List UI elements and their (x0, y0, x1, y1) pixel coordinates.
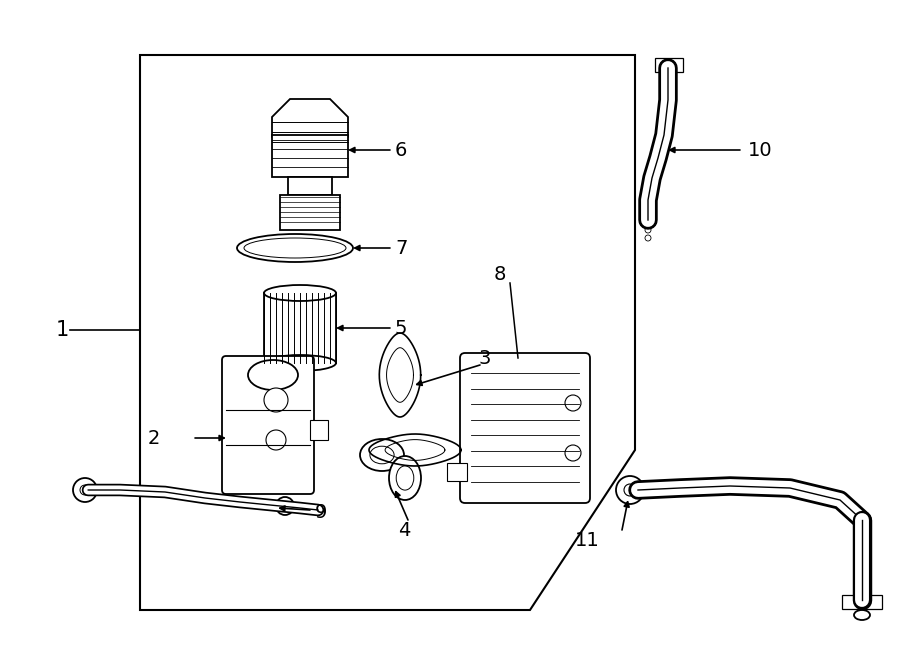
Circle shape (80, 485, 90, 495)
Polygon shape (272, 99, 348, 155)
Bar (655, 58, 683, 72)
Bar (288, 177, 332, 195)
Circle shape (266, 430, 286, 450)
Circle shape (645, 235, 651, 241)
Bar (842, 595, 882, 609)
Ellipse shape (264, 355, 336, 371)
Ellipse shape (640, 217, 656, 227)
Ellipse shape (248, 360, 298, 390)
Text: 4: 4 (398, 520, 410, 539)
Circle shape (565, 395, 581, 411)
Text: 8: 8 (494, 266, 506, 284)
Circle shape (264, 388, 288, 412)
Text: 2: 2 (148, 428, 160, 447)
Circle shape (645, 227, 651, 233)
Bar (310, 420, 328, 440)
Polygon shape (379, 333, 420, 417)
Circle shape (276, 497, 294, 515)
Circle shape (624, 484, 636, 496)
Text: 3: 3 (479, 348, 491, 368)
Ellipse shape (237, 234, 353, 262)
FancyBboxPatch shape (460, 353, 590, 503)
Text: 5: 5 (395, 319, 408, 338)
Ellipse shape (854, 610, 870, 620)
Bar (272, 135, 348, 177)
Bar (447, 463, 467, 481)
Text: 11: 11 (575, 531, 600, 549)
Ellipse shape (389, 456, 421, 500)
Ellipse shape (360, 439, 404, 471)
Circle shape (664, 60, 674, 70)
Circle shape (565, 445, 581, 461)
Ellipse shape (370, 446, 394, 464)
Text: 7: 7 (395, 239, 408, 258)
Circle shape (73, 478, 97, 502)
Ellipse shape (264, 285, 336, 301)
Text: 6: 6 (395, 141, 408, 159)
Ellipse shape (244, 238, 346, 258)
Ellipse shape (396, 466, 414, 490)
Text: 10: 10 (748, 141, 772, 159)
Text: 9: 9 (315, 502, 328, 522)
Bar (280, 195, 340, 230)
Polygon shape (369, 434, 461, 466)
Text: 1: 1 (56, 320, 68, 340)
Bar (264, 293, 336, 363)
FancyBboxPatch shape (222, 356, 314, 494)
Circle shape (616, 476, 644, 504)
